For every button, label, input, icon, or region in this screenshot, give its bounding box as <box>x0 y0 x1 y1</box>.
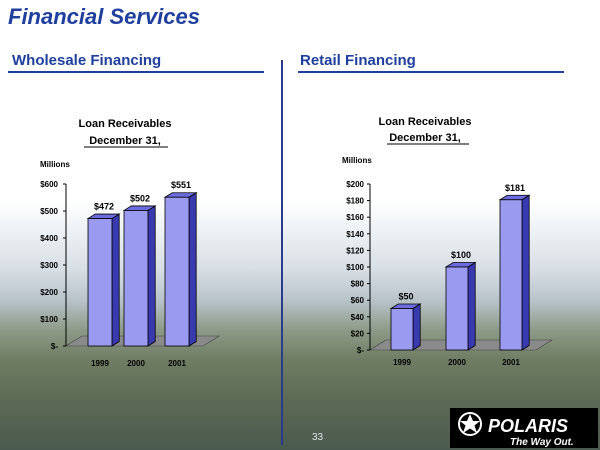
retail-bar-2000 <box>445 266 469 351</box>
page-title: Financial Services <box>8 4 200 29</box>
wholesale-bar-side <box>188 192 197 347</box>
wholesale-bar-side <box>147 205 156 347</box>
retail-ytick-label: $40 <box>351 313 365 322</box>
retail-bar-1999 <box>390 308 414 351</box>
retail-data-label: $100 <box>451 250 471 260</box>
retail-data-label: $181 <box>505 183 525 193</box>
wholesale-chart-title: Loan Receivables <box>79 118 172 130</box>
wholesale-ytick-label: $300 <box>40 261 58 270</box>
retail-ytick-label: $180 <box>346 197 364 206</box>
retail-data-label: $50 <box>398 292 413 302</box>
retail-ytick-label: $80 <box>351 280 365 289</box>
wholesale-ytick-label: $500 <box>40 207 58 216</box>
wholesale-data-label: $502 <box>130 193 150 203</box>
retail-category-label: 1999 <box>393 358 411 367</box>
wholesale-category-label: 2001 <box>168 359 186 368</box>
wholesale-category-label: 2000 <box>127 359 145 368</box>
retail-category-label: 2001 <box>502 358 520 367</box>
wholesale-bar-2001 <box>164 196 190 347</box>
wholesale-category-label: 1999 <box>91 359 109 368</box>
retail-chart-title: Loan Receivables <box>379 116 472 128</box>
retail-ytick-label: $60 <box>351 296 365 305</box>
retail-heading: Retail Financing <box>300 52 416 69</box>
retail-bar-side <box>412 303 421 351</box>
wholesale-data-label: $551 <box>171 180 191 190</box>
wholesale-ylabel: Millions <box>40 160 70 169</box>
wholesale-ytick-label: $600 <box>40 180 58 189</box>
logo-wordmark: POLARIS <box>488 416 568 436</box>
wholesale-heading-rule <box>8 71 264 73</box>
retail-chart-subtitle: December 31, <box>389 132 461 144</box>
wholesale-ytick-label: $400 <box>40 234 58 243</box>
polaris-logo: POLARIS The Way Out. <box>450 408 598 448</box>
wholesale-chart-subtitle: December 31, <box>89 135 161 147</box>
retail-ytick-label: $200 <box>346 180 364 189</box>
logo-tagline: The Way Out. <box>510 437 574 448</box>
wholesale-data-label: $472 <box>94 202 114 212</box>
retail-ytick-label: $120 <box>346 246 364 255</box>
retail-heading-rule <box>298 71 564 73</box>
wholesale-bar-2000 <box>123 210 149 347</box>
page-number: 33 <box>312 432 324 443</box>
wholesale-heading: Wholesale Financing <box>12 52 162 69</box>
retail-ytick-label: $100 <box>346 263 364 272</box>
logo-star-icon <box>460 414 480 433</box>
retail-ytick-label: $140 <box>346 230 364 239</box>
retail-ylabel: Millions <box>342 156 372 165</box>
retail-bar-side <box>521 194 530 351</box>
vertical-divider <box>281 60 283 445</box>
retail-ytick-label: $160 <box>346 213 364 222</box>
retail-bar-2001 <box>499 199 523 351</box>
retail-bar-side <box>467 261 476 351</box>
wholesale-ytick-label: $- <box>51 342 58 351</box>
retail-ytick-label: $20 <box>351 329 365 338</box>
wholesale-bar-1999 <box>87 218 113 347</box>
wholesale-ytick-label: $100 <box>40 315 58 324</box>
wholesale-ytick-label: $200 <box>40 288 58 297</box>
retail-ytick-label: $- <box>357 346 364 355</box>
retail-category-label: 2000 <box>448 358 466 367</box>
wholesale-bar-side <box>111 213 120 347</box>
